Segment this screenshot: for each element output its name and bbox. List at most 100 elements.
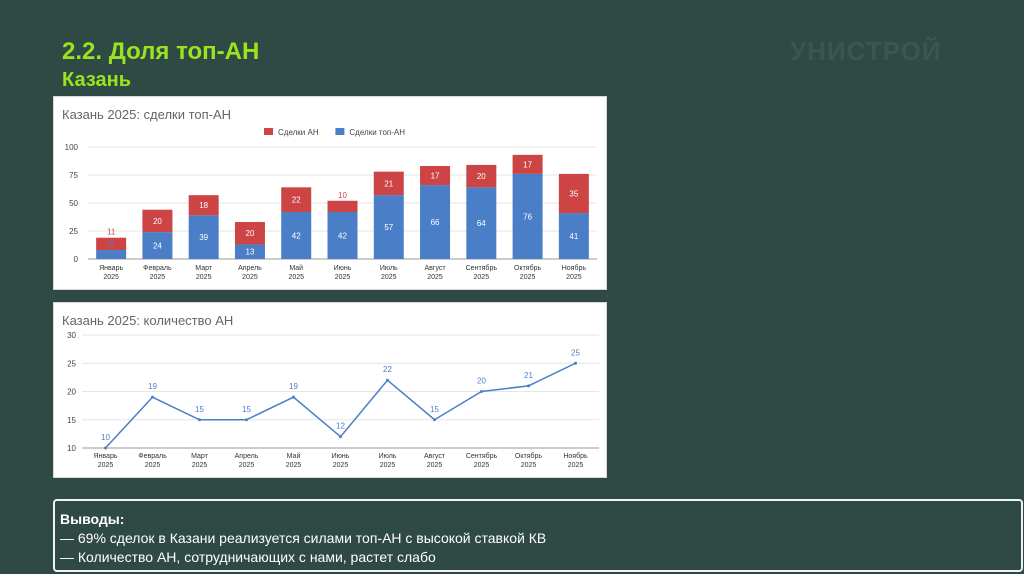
legend-label: Сделки АН [278, 128, 319, 137]
agencies-chart-title: Казань 2025: количество АН [62, 313, 234, 328]
x-tick-label: 2025 [286, 462, 302, 469]
bar-top-an [142, 232, 173, 259]
deals-chart-panel: Казань 2025: сделки топ-АН 0 25 50 75 100 Сде… [53, 96, 607, 290]
data-label: 10 [101, 433, 110, 442]
agencies-line-chart: 101520253010Январь202519Февраль202515Мар… [67, 331, 599, 469]
y-tick-label: 100 [65, 143, 79, 152]
x-tick-label: Октябрь [514, 264, 541, 272]
data-label-top-an: 41 [569, 232, 578, 241]
data-label-an: 35 [569, 189, 578, 198]
bar-an [512, 154, 543, 174]
x-tick-label: 2025 [103, 274, 119, 281]
data-label-top-an: 13 [246, 248, 255, 257]
data-point [245, 418, 248, 422]
bar-an [142, 209, 173, 233]
x-tick-label: 2025 [196, 274, 212, 281]
legend-label: Сделки топ-АН [349, 128, 405, 137]
slide-subtitle: Казань [62, 69, 131, 91]
bar-top-an [327, 211, 358, 259]
deals-bar-chart: 0 25 50 75 100 Сделки АН Сделки топ-АН 8 11 Январ… [65, 128, 597, 281]
data-label: 21 [524, 371, 533, 380]
data-point [386, 378, 389, 382]
data-label-top-an: 76 [523, 212, 532, 221]
data-label-an: 20 [153, 217, 162, 226]
bar-top-an [188, 215, 219, 259]
bar-top-an [234, 244, 265, 259]
x-tick-label: Май [289, 264, 303, 272]
x-tick-label: Январь [99, 265, 123, 272]
data-point [339, 435, 342, 439]
bar-an [558, 173, 589, 214]
y-tick-label: 20 [67, 388, 76, 397]
x-tick-label: Февраль [138, 453, 167, 460]
conclusion-item: — Количество АН, сотрудничающих с нами, … [60, 549, 436, 565]
x-tick-label: 2025 [98, 462, 114, 469]
x-tick-label: 2025 [288, 274, 304, 281]
y-tick-label: 10 [67, 444, 76, 453]
data-label-an: 20 [246, 229, 255, 238]
bar-top-an [466, 187, 497, 259]
x-tick-label: Апрель [235, 453, 259, 460]
data-label-top-an: 39 [199, 233, 208, 242]
x-tick-label: Июнь [332, 453, 350, 460]
data-point [574, 361, 577, 365]
x-tick-label: Сентябрь [466, 264, 498, 272]
conclusion-item: — 69% сделок в Казани реализуется силами… [60, 530, 547, 546]
x-tick-label: 2025 [192, 462, 208, 469]
x-tick-label: 2025 [242, 274, 258, 281]
data-point [527, 384, 530, 388]
data-label-an: 11 [107, 228, 116, 237]
x-tick-label: Март [195, 265, 213, 272]
bar-top-an [512, 173, 543, 259]
data-label-an: 20 [477, 172, 486, 181]
data-label: 15 [195, 405, 204, 414]
x-tick-label: Август [424, 453, 446, 460]
data-label-an: 10 [338, 191, 347, 200]
x-tick-label: 2025 [568, 462, 584, 469]
bar-an [281, 187, 312, 212]
x-tick-label: 2025 [380, 462, 396, 469]
data-label: 19 [148, 382, 157, 391]
x-tick-label: 2025 [381, 274, 397, 281]
data-label-top-an: 42 [292, 231, 301, 240]
data-label: 15 [242, 405, 251, 414]
x-tick-label: Июнь [334, 265, 352, 272]
x-tick-label: Октябрь [515, 452, 542, 460]
agencies-chart-panel: Казань 2025: количество АН 10 15 20 25 30 10 Я… [53, 302, 607, 478]
slide-title: 2.2. Доля топ-АН [62, 38, 260, 65]
conclusions-box: Выводы: — 69% сделок в Казани реализуетс… [53, 499, 1023, 572]
bar-an [234, 222, 265, 245]
data-label-an: 18 [199, 201, 208, 210]
x-tick-label: 2025 [474, 274, 490, 281]
x-tick-label: Ноябрь [563, 452, 588, 460]
bar-an [327, 200, 358, 212]
y-tick-label: 0 [74, 255, 79, 264]
data-point [433, 418, 436, 422]
data-label: 12 [336, 422, 345, 431]
x-tick-label: Апрель [238, 265, 262, 272]
data-label: 15 [430, 405, 439, 414]
bar-an [188, 195, 219, 216]
x-tick-label: Февраль [143, 265, 172, 272]
y-tick-label: 30 [67, 331, 76, 340]
bar-top-an [373, 195, 404, 259]
x-tick-label: Август [425, 265, 447, 272]
y-tick-label: 50 [69, 199, 78, 208]
y-tick-label: 15 [67, 416, 76, 425]
bar-an [96, 237, 127, 251]
data-label-an: 17 [523, 160, 532, 169]
data-point [104, 446, 107, 450]
x-tick-label: Март [191, 453, 209, 460]
x-tick-label: Сентябрь [466, 452, 498, 460]
x-tick-label: 2025 [333, 462, 349, 469]
deals-chart-title: Казань 2025: сделки топ-АН [62, 107, 232, 122]
company-logo: УНИСТРОЙ [790, 36, 942, 66]
data-label: 19 [289, 382, 298, 391]
y-tick-label: 25 [67, 359, 76, 368]
data-point [151, 395, 154, 399]
data-label-top-an: 42 [338, 231, 347, 240]
legend-swatch [335, 128, 345, 135]
data-label: 20 [477, 377, 486, 386]
data-label-top-an: 66 [431, 218, 440, 227]
x-tick-label: 2025 [150, 274, 166, 281]
